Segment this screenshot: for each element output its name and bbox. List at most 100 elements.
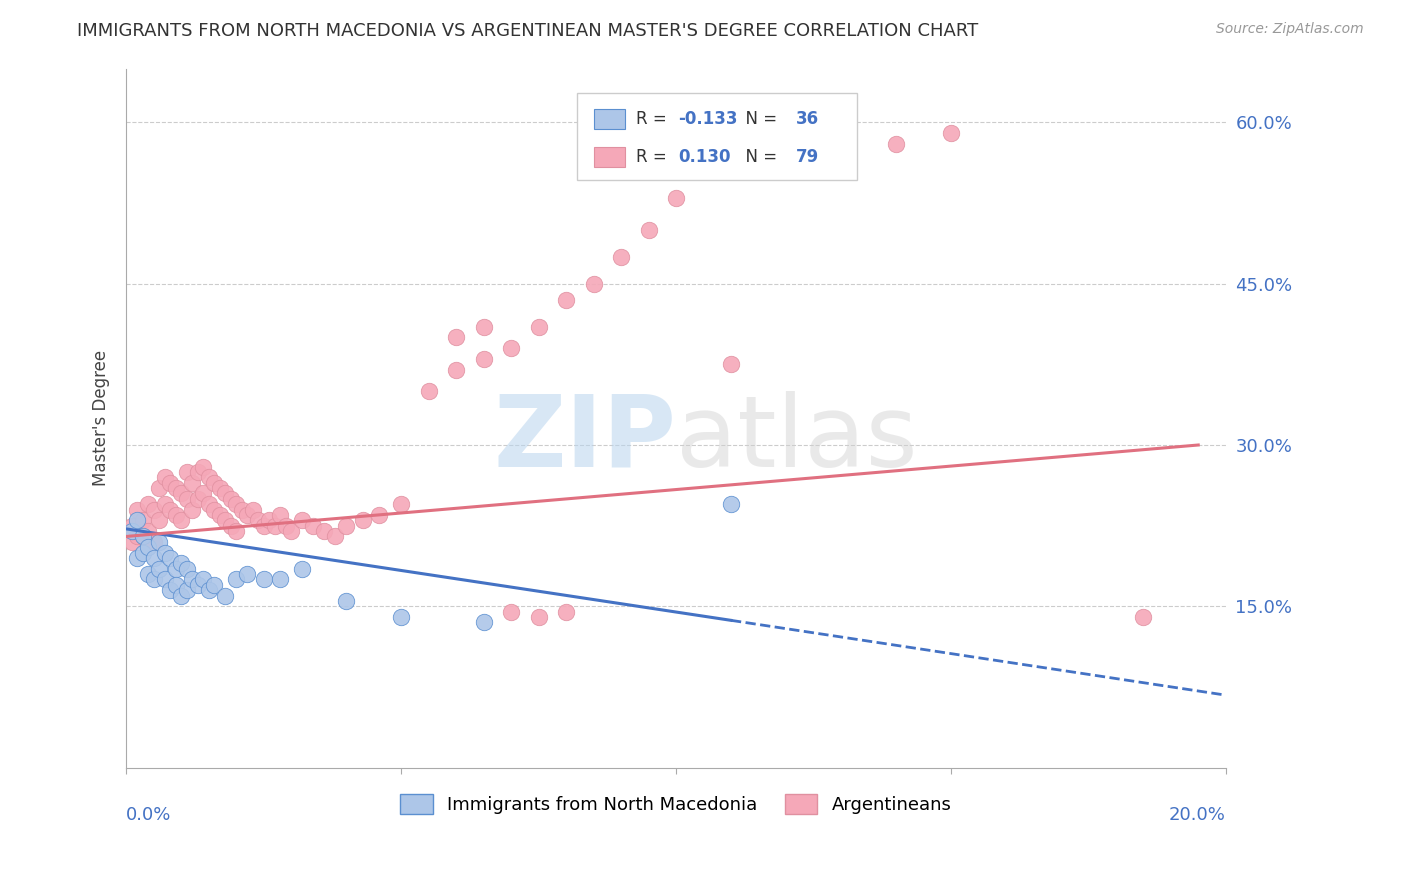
Point	[142, 551, 165, 566]
Point	[165, 481, 187, 495]
Point	[253, 518, 276, 533]
Point	[335, 518, 357, 533]
Point	[501, 341, 523, 355]
Text: N =: N =	[735, 148, 783, 166]
Point	[170, 589, 193, 603]
Point	[193, 573, 215, 587]
Point	[176, 562, 198, 576]
Point	[165, 562, 187, 576]
Point	[159, 583, 181, 598]
Point	[830, 147, 852, 161]
Text: -0.133: -0.133	[678, 110, 738, 128]
Point	[314, 524, 336, 538]
Point	[193, 486, 215, 500]
Legend: Immigrants from North Macedonia, Argentineans: Immigrants from North Macedonia, Argenti…	[394, 787, 959, 822]
Point	[132, 545, 155, 559]
Point	[181, 475, 204, 490]
Point	[159, 551, 181, 566]
Point	[291, 513, 314, 527]
Point	[136, 567, 159, 582]
Point	[136, 540, 159, 554]
Point	[187, 491, 209, 506]
Point	[165, 578, 187, 592]
Point	[257, 513, 280, 527]
Point	[472, 615, 495, 630]
Point	[501, 605, 523, 619]
Point	[176, 465, 198, 479]
Text: 36: 36	[796, 110, 818, 128]
Point	[582, 277, 605, 291]
Point	[242, 502, 264, 516]
Point	[170, 557, 193, 571]
Point	[127, 502, 149, 516]
Point	[939, 126, 962, 140]
Point	[153, 573, 176, 587]
Text: 79: 79	[796, 148, 820, 166]
Point	[170, 513, 193, 527]
Point	[389, 610, 412, 624]
Point	[720, 357, 742, 371]
Point	[335, 594, 357, 608]
Point	[555, 293, 578, 307]
Point	[219, 491, 242, 506]
Text: Source: ZipAtlas.com: Source: ZipAtlas.com	[1216, 22, 1364, 37]
Point	[159, 475, 181, 490]
Point	[187, 578, 209, 592]
Y-axis label: Master's Degree: Master's Degree	[93, 350, 110, 486]
Point	[197, 497, 219, 511]
Point	[214, 513, 236, 527]
Text: R =: R =	[637, 148, 672, 166]
Text: ZIP: ZIP	[494, 391, 676, 488]
Point	[181, 573, 204, 587]
Point	[269, 573, 291, 587]
Point	[197, 470, 219, 484]
Point	[214, 589, 236, 603]
Point	[153, 470, 176, 484]
Point	[263, 518, 285, 533]
Point	[127, 513, 149, 527]
Point	[136, 497, 159, 511]
FancyBboxPatch shape	[593, 146, 626, 167]
Point	[665, 191, 688, 205]
Point	[253, 573, 276, 587]
Point	[142, 534, 165, 549]
Text: atlas: atlas	[676, 391, 918, 488]
Point	[153, 545, 176, 559]
Point	[352, 513, 374, 527]
Point	[637, 223, 659, 237]
Point	[202, 578, 225, 592]
Point	[121, 518, 143, 533]
Text: N =: N =	[735, 110, 783, 128]
Point	[225, 573, 247, 587]
FancyBboxPatch shape	[593, 109, 626, 129]
Point	[132, 513, 155, 527]
Text: IMMIGRANTS FROM NORTH MACEDONIA VS ARGENTINEAN MASTER'S DEGREE CORRELATION CHART: IMMIGRANTS FROM NORTH MACEDONIA VS ARGEN…	[77, 22, 979, 40]
Text: 0.0%: 0.0%	[127, 806, 172, 824]
Point	[472, 319, 495, 334]
Point	[159, 502, 181, 516]
Point	[181, 502, 204, 516]
Point	[291, 562, 314, 576]
Point	[247, 513, 270, 527]
Point	[176, 583, 198, 598]
Point	[274, 518, 297, 533]
Point	[884, 136, 907, 151]
Point	[368, 508, 391, 522]
Point	[202, 475, 225, 490]
Point	[127, 551, 149, 566]
Point	[610, 250, 633, 264]
Point	[208, 508, 231, 522]
Text: 20.0%: 20.0%	[1168, 806, 1226, 824]
Point	[187, 465, 209, 479]
Point	[142, 573, 165, 587]
Point	[148, 481, 170, 495]
FancyBboxPatch shape	[576, 93, 858, 180]
Point	[219, 518, 242, 533]
Point	[136, 524, 159, 538]
Point	[720, 497, 742, 511]
Point	[170, 486, 193, 500]
Point	[269, 508, 291, 522]
Point	[208, 481, 231, 495]
Point	[302, 518, 325, 533]
Point	[132, 529, 155, 543]
